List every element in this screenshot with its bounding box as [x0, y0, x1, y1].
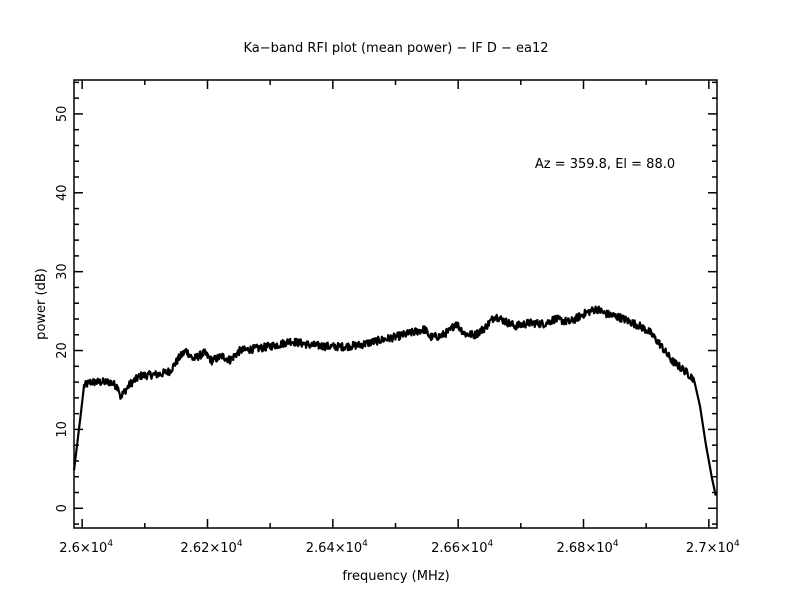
y-tick-label: 40 [55, 185, 70, 202]
x-tick-label: 2.66×104 [431, 539, 493, 556]
series-line [72, 305, 717, 496]
x-tick-label: 2.64×104 [306, 539, 368, 556]
x-tick-label: 2.7×104 [686, 539, 740, 556]
y-axis-label: power (dB) [34, 268, 49, 340]
y-tick-label: 10 [55, 421, 70, 438]
chart-title: Ka−band RFI plot (mean power) − IF D − e… [243, 41, 548, 56]
y-tick-label: 30 [55, 263, 70, 280]
az-el-annotation: Az = 359.8, El = 88.0 [535, 157, 675, 172]
x-axis-label: frequency (MHz) [342, 569, 449, 584]
y-tick-label: 50 [55, 106, 70, 123]
x-tick-label: 2.62×104 [180, 539, 242, 556]
x-tick-label: 2.68×104 [556, 539, 618, 556]
plot-frame [73, 79, 718, 529]
series-group [72, 305, 717, 496]
x-tick-label: 2.6×104 [59, 539, 113, 556]
y-tick-label: 0 [55, 504, 70, 512]
y-tick-label: 20 [55, 342, 70, 359]
tick-labels: 2.6×104 2.62×104 2.64×104 2.66×104 2.68×104 2… [55, 106, 740, 556]
axis-ticks [74, 80, 717, 528]
